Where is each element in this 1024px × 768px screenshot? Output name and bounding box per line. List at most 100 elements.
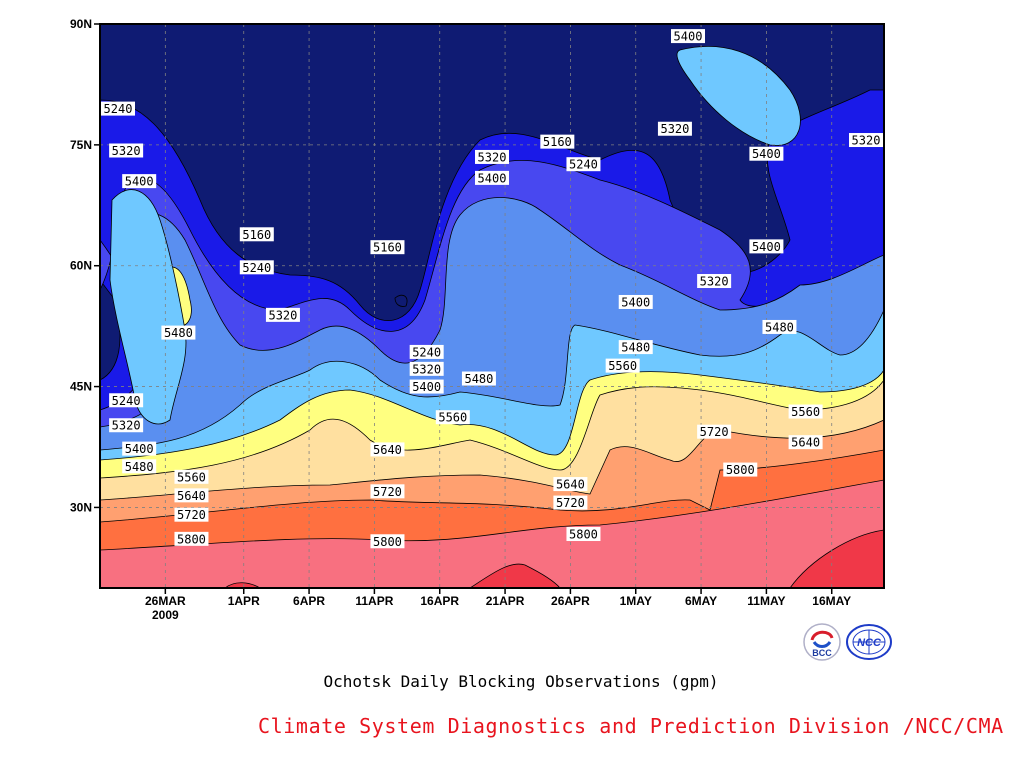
- level-5800-band: [100, 479, 884, 588]
- contour-label: 5320: [109, 418, 144, 433]
- y-tick-label: 75N: [70, 138, 92, 152]
- contour-label-text: 5800: [726, 463, 755, 477]
- contour-label-text: 5400: [674, 30, 703, 44]
- contour-label-bg: [540, 134, 575, 149]
- contour-label: 5800: [723, 462, 758, 477]
- x-tick-label: 11APR: [355, 594, 393, 608]
- level-5400-interior: [109, 189, 187, 425]
- ncc-logo-text: NCC: [857, 637, 882, 649]
- x-tick-label: 16MAY: [812, 594, 851, 608]
- contour-label-text: 5320: [700, 275, 729, 289]
- contour-label-bg: [435, 410, 470, 425]
- contour-label-bg: [109, 393, 144, 408]
- contour-label-bg: [174, 469, 209, 484]
- contour-label-bg: [618, 294, 653, 309]
- contour-label-bg: [174, 488, 209, 503]
- contour-label-text: 5240: [104, 102, 133, 116]
- contour-label-bg: [657, 121, 692, 136]
- bcc-logo: BCC: [803, 623, 841, 661]
- contour-label-bg: [409, 361, 444, 376]
- contour-label-bg: [239, 260, 274, 275]
- contour-label-bg: [849, 133, 883, 148]
- contour-label-text: 5320: [478, 150, 507, 164]
- contour-label: 5320: [265, 307, 300, 322]
- contour-label: 5560: [788, 404, 823, 419]
- x-axis-ticks: 26MAR 1APR 6APR 11APR 16APR 21APR 26APR 1MAY 6MA…: [145, 588, 851, 622]
- contour-label: 5720: [370, 484, 405, 499]
- contour-label: 5480: [618, 340, 653, 355]
- contour-label-text: 5240: [412, 345, 441, 359]
- y-tick-label: 60N: [70, 259, 92, 273]
- contour-label-bg: [174, 531, 209, 546]
- contour-label: 5640: [370, 442, 405, 457]
- contour-label: 5320: [475, 149, 509, 164]
- x-tick-label: 26APR: [551, 594, 590, 608]
- contour-label-bg: [697, 424, 732, 439]
- contour-label: 5480: [122, 459, 157, 474]
- contour-label-text: 5480: [464, 372, 493, 386]
- contour-label-text: 5240: [242, 261, 271, 275]
- contour-label-text: 5560: [791, 405, 820, 419]
- contour-label-bg: [566, 527, 601, 542]
- contour-label: 5480: [161, 325, 196, 340]
- contour-label: 5560: [174, 469, 209, 484]
- level-5880-patch: [469, 563, 561, 588]
- contour-label-bg: [553, 495, 588, 510]
- contour-label: 5400: [409, 379, 444, 394]
- contour-label: 5400: [475, 170, 509, 185]
- contour-label-bg: [161, 325, 196, 340]
- contour-label-bg: [461, 371, 496, 386]
- contour-label: 5640: [174, 488, 209, 503]
- x-tick-label: 6MAY: [685, 594, 717, 608]
- contour-label-text: 5320: [412, 362, 441, 376]
- contour-label-text: 5160: [373, 241, 402, 255]
- contour-label-bg: [566, 157, 601, 172]
- contour-label-text: 5400: [752, 147, 781, 161]
- contour-label-bg: [122, 441, 157, 456]
- contour-label: 5720: [174, 507, 209, 522]
- contour-label-bg: [671, 29, 705, 44]
- contour-label: 5720: [553, 495, 588, 510]
- contour-label: 5240: [101, 101, 135, 116]
- contour-label-bg: [409, 379, 444, 394]
- contour-label-text: 5480: [765, 320, 794, 334]
- contour-label-bg: [618, 340, 653, 355]
- contour-label-text: 5400: [125, 442, 154, 456]
- contour-label-text: 5480: [125, 460, 154, 474]
- contour-label: 5720: [697, 424, 732, 439]
- contour-label-bg: [788, 404, 823, 419]
- credit-line: Climate System Diagnostics and Predictio…: [258, 714, 1004, 738]
- contour-label-text: 5400: [752, 240, 781, 254]
- contour-label: 5240: [239, 260, 274, 275]
- contour-label: 5400: [122, 441, 157, 456]
- contour-label-text: 5400: [478, 171, 507, 185]
- contour-label: 5400: [749, 239, 784, 254]
- contour-label-bg: [788, 435, 823, 450]
- contour-label: 5640: [553, 477, 588, 492]
- contour-label-text: 5320: [660, 122, 689, 136]
- contour-label: 5400: [749, 146, 784, 161]
- contour-label: 5800: [370, 534, 405, 549]
- contour-label-text: 5720: [700, 425, 729, 439]
- contour-label-bg: [409, 344, 444, 359]
- contour-label: 5240: [109, 393, 144, 408]
- contour-label-bg: [605, 358, 640, 373]
- y-tick-label: 45N: [70, 380, 92, 394]
- contour-label: 5400: [618, 294, 653, 309]
- contour-label-bg: [475, 170, 509, 185]
- level-5160-closed: [394, 294, 408, 307]
- ncc-logo: NCC: [846, 624, 892, 660]
- contour-label-text: 5320: [268, 308, 297, 322]
- x-tick-label: 11MAY: [747, 594, 785, 608]
- contour-label-text: 5560: [177, 470, 206, 484]
- contour-label-bg: [101, 101, 135, 116]
- contour-label-text: 5160: [242, 228, 271, 242]
- contour-label: 5160: [239, 227, 274, 242]
- contour-label-text: 5720: [177, 508, 206, 522]
- contour-labels: 5240 5320 5400 5480 5240 5320 5400 5480 5560 5640…: [101, 29, 883, 549]
- y-axis-ticks: 30N 45N 60N 75N 90N: [70, 17, 100, 514]
- contour-label-bg: [370, 534, 405, 549]
- contour-label-text: 5160: [543, 135, 572, 149]
- x-tick-label: 16APR: [420, 594, 459, 608]
- x-tick-label: 1MAY: [620, 594, 652, 608]
